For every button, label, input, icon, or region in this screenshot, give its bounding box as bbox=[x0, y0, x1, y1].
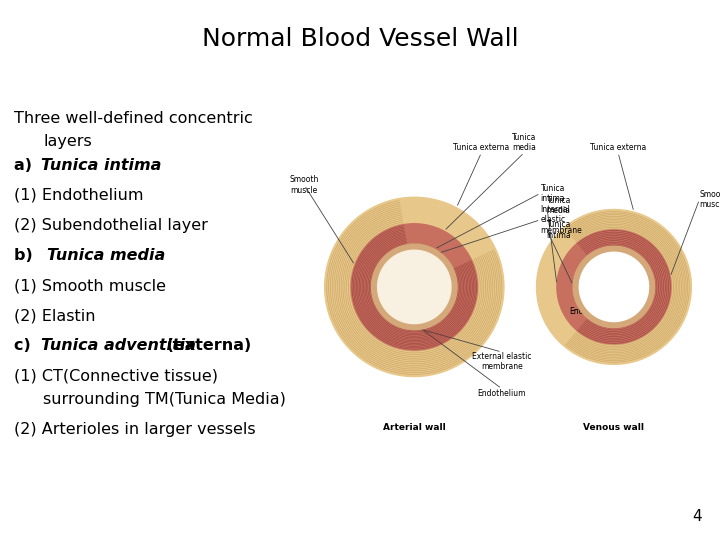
Text: Three well-defined concentric: Three well-defined concentric bbox=[14, 111, 253, 126]
Polygon shape bbox=[403, 224, 472, 269]
Polygon shape bbox=[557, 243, 588, 330]
Text: (2) Elastin: (2) Elastin bbox=[14, 308, 96, 323]
Polygon shape bbox=[588, 246, 654, 328]
Polygon shape bbox=[372, 245, 457, 330]
Text: Endothelium: Endothelium bbox=[477, 389, 526, 398]
Polygon shape bbox=[399, 197, 495, 260]
Text: Smooth
muscle: Smooth muscle bbox=[289, 176, 319, 195]
Text: Endothelium: Endothelium bbox=[569, 307, 618, 316]
Text: layers: layers bbox=[43, 134, 92, 149]
Text: Tunica
intima: Tunica intima bbox=[541, 184, 565, 203]
Polygon shape bbox=[351, 225, 477, 350]
Text: 4: 4 bbox=[693, 509, 702, 524]
Text: Smooth
muscle: Smooth muscle bbox=[700, 190, 720, 209]
Polygon shape bbox=[377, 250, 451, 323]
Polygon shape bbox=[580, 252, 649, 321]
Text: Tunica externa: Tunica externa bbox=[454, 144, 510, 152]
Text: External elastic
membrane: External elastic membrane bbox=[472, 352, 531, 372]
Text: Tunica
media: Tunica media bbox=[512, 133, 536, 152]
Text: Tunica media: Tunica media bbox=[47, 248, 165, 263]
Text: Tunica externa: Tunica externa bbox=[590, 144, 646, 152]
Polygon shape bbox=[407, 244, 453, 272]
Text: Arterial wall: Arterial wall bbox=[383, 422, 446, 431]
Text: Venous wall: Venous wall bbox=[583, 422, 644, 431]
Text: Normal Blood Vessel Wall: Normal Blood Vessel Wall bbox=[202, 27, 518, 51]
Polygon shape bbox=[573, 256, 592, 318]
Text: Tunica adventitia: Tunica adventitia bbox=[41, 339, 196, 353]
Text: a): a) bbox=[14, 158, 38, 173]
Text: (1) CT(Connective tissue): (1) CT(Connective tissue) bbox=[14, 368, 218, 383]
Text: Tunica
media: Tunica media bbox=[546, 195, 571, 215]
Text: (1) Endothelium: (1) Endothelium bbox=[14, 188, 144, 202]
Polygon shape bbox=[564, 210, 691, 364]
Text: (2) Arterioles in larger vessels: (2) Arterioles in larger vessels bbox=[14, 422, 256, 437]
Text: Tunica
intima: Tunica intima bbox=[546, 220, 572, 240]
Text: (2) Subendothelial layer: (2) Subendothelial layer bbox=[14, 218, 208, 233]
Polygon shape bbox=[325, 199, 504, 376]
Polygon shape bbox=[577, 230, 671, 344]
Text: c): c) bbox=[14, 339, 37, 353]
Text: (1) Smooth muscle: (1) Smooth muscle bbox=[14, 278, 166, 293]
Text: Tunica intima: Tunica intima bbox=[41, 158, 161, 173]
Text: surrounding TM(Tunica Media): surrounding TM(Tunica Media) bbox=[43, 392, 286, 407]
Text: Internal
elastic
membrane: Internal elastic membrane bbox=[541, 205, 582, 234]
Polygon shape bbox=[536, 228, 577, 346]
Text: (externa): (externa) bbox=[161, 339, 251, 353]
Text: b): b) bbox=[14, 248, 45, 263]
